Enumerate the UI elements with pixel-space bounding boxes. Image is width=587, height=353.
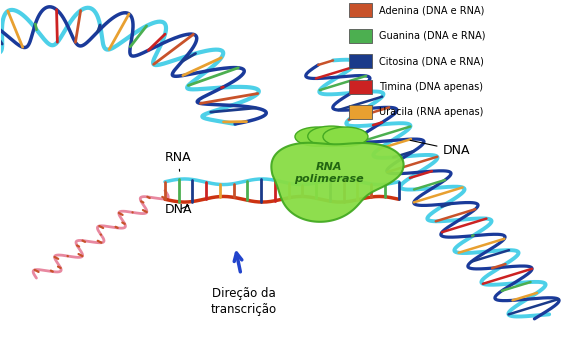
Polygon shape (271, 143, 404, 222)
Text: Adenina (DNA e RNA): Adenina (DNA e RNA) (379, 5, 485, 15)
Ellipse shape (323, 127, 368, 146)
Text: Uracila (RNA apenas): Uracila (RNA apenas) (379, 107, 484, 118)
FancyBboxPatch shape (349, 54, 372, 68)
Text: RNA: RNA (165, 151, 191, 171)
Text: Direção da
transcrição: Direção da transcrição (211, 287, 277, 316)
Ellipse shape (295, 127, 340, 146)
FancyBboxPatch shape (349, 3, 372, 17)
Text: DNA: DNA (410, 140, 470, 157)
Ellipse shape (308, 126, 355, 146)
Text: Citosina (DNA e RNA): Citosina (DNA e RNA) (379, 56, 484, 66)
FancyBboxPatch shape (349, 29, 372, 43)
FancyBboxPatch shape (349, 106, 372, 119)
FancyBboxPatch shape (349, 80, 372, 94)
Text: RNA
polimerase: RNA polimerase (294, 162, 363, 184)
Text: DNA: DNA (165, 203, 193, 216)
Text: Timina (DNA apenas): Timina (DNA apenas) (379, 82, 483, 92)
Text: Guanina (DNA e RNA): Guanina (DNA e RNA) (379, 31, 486, 41)
